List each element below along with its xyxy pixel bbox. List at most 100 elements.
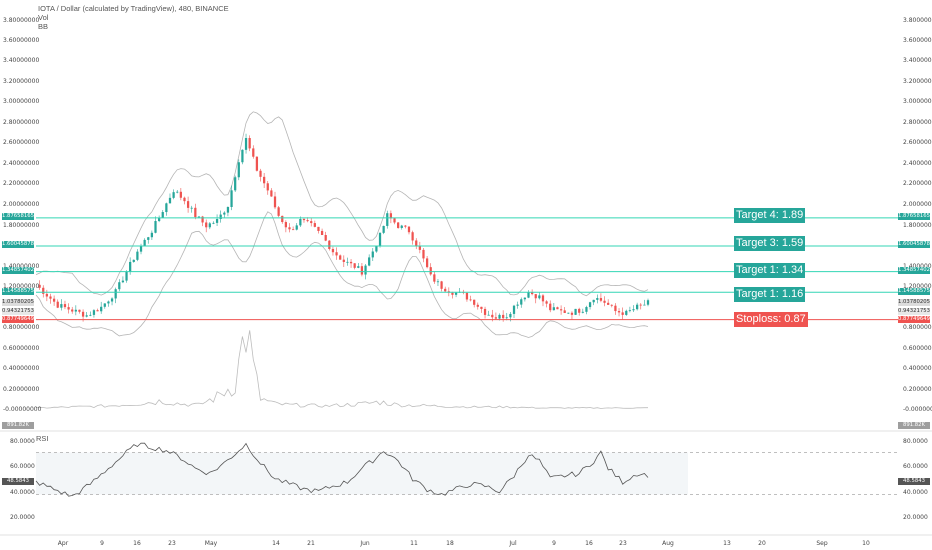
volume-badge: 891.82K (2, 422, 34, 429)
rsi-label[interactable]: RSI (36, 434, 49, 443)
candle-body (273, 196, 277, 208)
time-tick: May (204, 540, 218, 547)
time-tick: Sep (816, 540, 828, 547)
candle-body (567, 312, 570, 314)
target2-price-badge: 1.34857402 (2, 267, 35, 274)
candle-body (85, 315, 88, 317)
candle-body (436, 281, 440, 283)
rsi-tick-left: 20.0000 (10, 514, 35, 521)
candle-body (378, 232, 382, 247)
candle-body (469, 299, 472, 301)
candle-body (375, 246, 378, 252)
bb-indicator-label[interactable]: BB (38, 22, 49, 31)
candle-body (480, 306, 483, 309)
candle-body (473, 299, 476, 305)
candle-body (129, 261, 132, 272)
price-tick-left: 2.20000000 (3, 180, 40, 187)
target2-label[interactable]: Target 1: 1.34 (734, 263, 806, 278)
candle-body (386, 213, 389, 226)
candle-body (400, 225, 403, 228)
candle-body (549, 303, 552, 311)
rsi-value-badge: 48.5843 (898, 478, 930, 485)
rsi-tick-left: 80.0000 (10, 438, 35, 445)
candle-body (545, 301, 548, 304)
candle-body (628, 310, 632, 312)
candle-body (118, 282, 121, 290)
target1-price-badge: 1.14588575 (2, 288, 35, 295)
candle-body (310, 221, 313, 224)
candle-body (110, 298, 114, 302)
candle-body (121, 280, 125, 283)
price-tick-left: 0.20000000 (3, 386, 40, 393)
candle-body (429, 267, 432, 275)
candle-body (404, 225, 407, 227)
candle-body (368, 257, 371, 266)
candle-body (476, 304, 479, 307)
candle-body (483, 308, 487, 315)
target3-label[interactable]: Target 3: 1.59 (734, 236, 806, 251)
candle-body (158, 217, 161, 222)
candle-body (89, 314, 92, 316)
time-tick: 21 (307, 540, 315, 547)
candle-body (60, 304, 63, 308)
time-tick: 16 (133, 540, 141, 547)
price-tick-right: 0.20000000 (903, 386, 932, 393)
candle-body (534, 294, 537, 299)
time-tick: 9 (552, 540, 556, 547)
last-close-badge: 1.03780205 (2, 299, 35, 306)
price-tick-left: 2.80000000 (3, 119, 40, 126)
target3-price-badge: 1.60045878 (898, 241, 931, 248)
bb-upper-line (35, 111, 649, 297)
candle-body (389, 213, 393, 219)
target1-label[interactable]: Target 1: 1.16 (734, 287, 806, 302)
chart-title: IOTA / Dollar (calculated by TradingView… (38, 4, 229, 13)
time-tick: 13 (723, 540, 731, 547)
candle-body (56, 301, 59, 308)
candle-body (150, 232, 154, 238)
time-tick: 14 (272, 540, 280, 547)
candle-body (331, 248, 335, 253)
vol-indicator-label[interactable]: Vol (38, 13, 49, 22)
price-tick-right: 2.40000000 (903, 160, 932, 167)
candle-body (588, 302, 592, 308)
candle-body (494, 317, 498, 319)
price-tick-left: 1.20000000 (3, 283, 40, 290)
candle-body (563, 310, 566, 313)
time-tick: Apr (57, 540, 69, 547)
target4-label[interactable]: Target 4: 1.89 (734, 208, 806, 223)
candle-body (281, 215, 284, 223)
candle-body (212, 222, 215, 224)
candle-body (541, 295, 545, 302)
candle-body (234, 177, 237, 191)
bb-lower-badge: 0.94321753 (898, 308, 931, 315)
bb-lower-line (35, 211, 649, 338)
candle-body (552, 307, 555, 311)
candle-body (45, 293, 48, 297)
candle-body (646, 300, 650, 305)
candle-body (114, 289, 117, 299)
candle-body (531, 292, 534, 295)
time-tick: Jul (509, 540, 517, 547)
candle-body (237, 162, 240, 178)
price-tick-left: 0.80000000 (3, 324, 40, 331)
candle-body (621, 312, 624, 315)
candle-body (165, 203, 168, 213)
price-tick-right: 0.80000000 (903, 324, 932, 331)
price-tick-left: 1.40000000 (3, 263, 39, 270)
candle-body (103, 303, 106, 307)
candle-body (313, 223, 316, 227)
candle-body (190, 207, 193, 209)
candle-body (556, 307, 559, 310)
candle-body (277, 207, 280, 216)
candle-body (63, 304, 67, 308)
candle-body (230, 190, 233, 207)
price-tick-left: 3.60000000 (3, 37, 40, 44)
candle-body (487, 314, 490, 316)
time-tick: 11 (410, 540, 418, 547)
price-tick-right: 2.20000000 (903, 180, 932, 187)
time-tick: 10 (862, 540, 870, 547)
candle-body (397, 222, 400, 228)
target4-price-badge: 1.87658165 (898, 213, 931, 220)
stoploss-label[interactable]: Stoploss: 0.87 (734, 312, 808, 327)
